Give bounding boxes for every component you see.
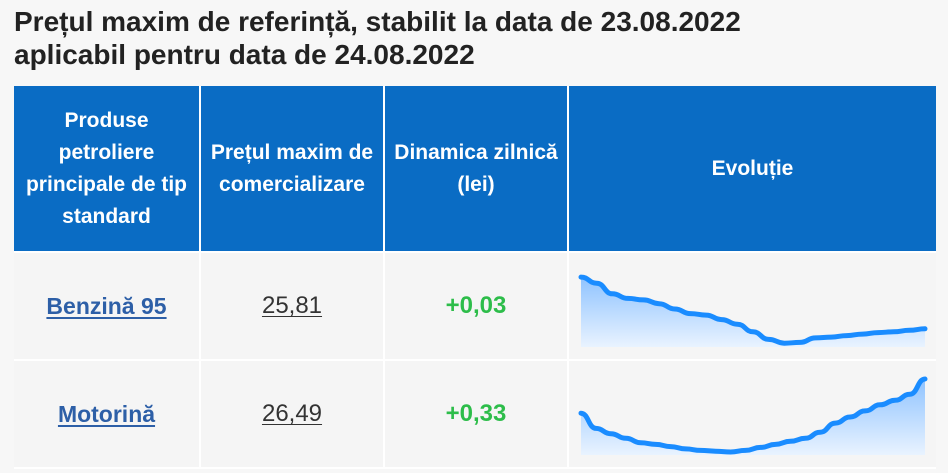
table-row: Benzină 95 25,81 +0,03 — [14, 252, 936, 361]
evolution-cell — [568, 360, 936, 469]
product-cell: Benzină 95 — [14, 252, 201, 361]
sparkline-motorina — [578, 376, 928, 455]
table-header-row: Produse petroliere principale de tip sta… — [14, 86, 936, 253]
header-evolution: Evoluție — [567, 86, 936, 253]
page-title-line-2: aplicabil pentru data de 24.08.2022 — [14, 39, 475, 70]
change-cell: +0,03 — [384, 252, 569, 361]
sparkline-area — [581, 379, 925, 455]
product-cell: Motorină — [14, 360, 201, 469]
page-title-line-1: Prețul maxim de referință, stabilit la d… — [14, 6, 741, 37]
product-link-motorina[interactable]: Motorină — [57, 400, 156, 427]
change-cell: +0,33 — [384, 360, 569, 469]
table-row: Motorină 26,49 +0,33 — [14, 360, 936, 469]
header-max-price: Prețul maxim de comercializare — [199, 86, 385, 253]
price-table: Produse petroliere principale de tip sta… — [14, 86, 936, 469]
page-title: Prețul maxim de referință, stabilit la d… — [14, 5, 741, 71]
product-link-benzina-95[interactable]: Benzină 95 — [46, 292, 167, 319]
sparkline-area — [581, 277, 925, 347]
price-cell: 25,81 — [200, 252, 385, 361]
sparkline-line — [578, 376, 928, 455]
daily-change-value: +0,33 — [445, 400, 507, 427]
header-product: Produse petroliere principale de tip sta… — [14, 86, 201, 253]
max-price-value[interactable]: 26,49 — [261, 400, 323, 427]
evolution-cell — [568, 252, 936, 361]
max-price-value[interactable]: 25,81 — [261, 292, 323, 319]
daily-change-value: +0,03 — [445, 292, 507, 319]
sparkline-benzina-95 — [578, 274, 928, 347]
price-cell: 26,49 — [200, 360, 385, 469]
sparkline-line — [578, 274, 928, 346]
header-daily-change: Dinamica zilnică (lei) — [383, 86, 569, 253]
